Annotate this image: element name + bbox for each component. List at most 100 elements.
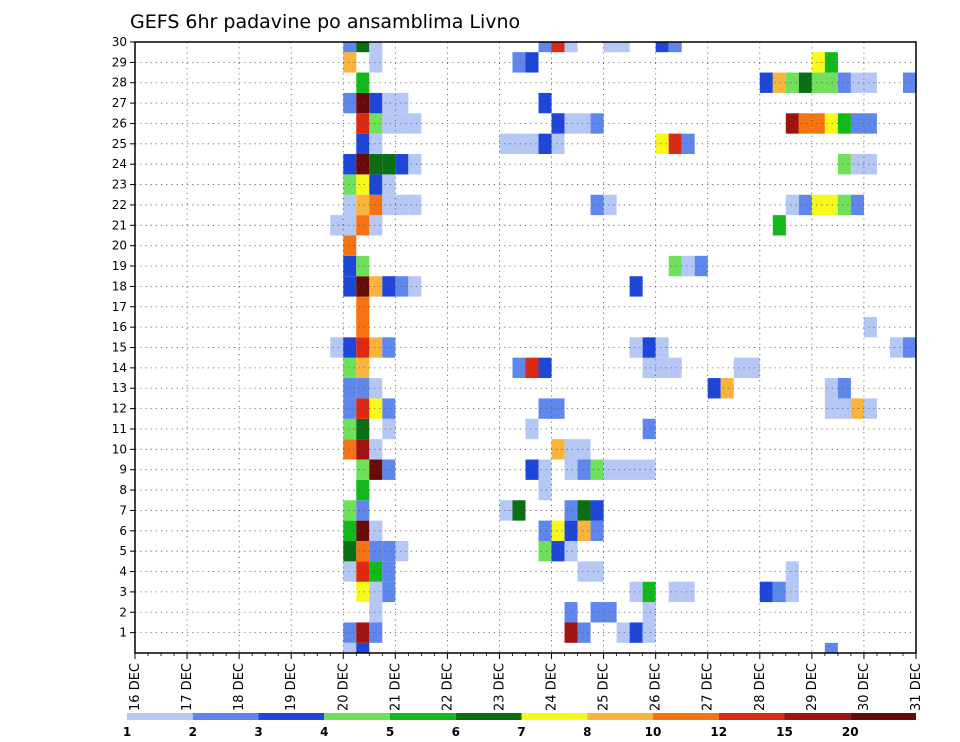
heatmap-cell (369, 215, 383, 236)
heatmap-cell (343, 337, 357, 358)
heatmap-cell (356, 378, 370, 399)
heatmap-cell (356, 154, 370, 175)
heatmap-cell (590, 500, 604, 521)
heatmap-cell (382, 174, 396, 195)
heatmap-cell (343, 378, 357, 399)
heatmap-cell (369, 113, 383, 134)
heatmap-cell (356, 92, 370, 114)
heatmap-cell (369, 194, 383, 216)
heatmap-cell (850, 398, 864, 419)
y-tick-label: 24 (112, 157, 127, 171)
heatmap-cell (382, 459, 396, 480)
heatmap-cell (785, 561, 799, 582)
heatmap-cell (824, 194, 838, 216)
heatmap-cell (343, 398, 357, 419)
colorbar-label: 10 (645, 725, 662, 739)
heatmap-cell (642, 622, 656, 643)
heatmap-cell (525, 418, 539, 440)
heatmap-cell (395, 276, 409, 297)
heatmap-cell (356, 276, 370, 297)
heatmap-cell (369, 133, 383, 155)
colorbar-swatch (653, 713, 719, 720)
colorbar-label: 7 (517, 725, 525, 739)
x-tick-label: 25 DEC (597, 663, 612, 711)
y-tick-label: 2 (119, 605, 127, 619)
heatmap-cell (863, 316, 877, 338)
y-tick-label: 3 (119, 585, 127, 599)
heatmap-cell (850, 154, 864, 175)
heatmap-cell (863, 113, 877, 134)
heatmap-cell (343, 622, 357, 643)
heatmap-cell (382, 418, 396, 440)
heatmap-cell (369, 561, 383, 582)
heatmap-cell (837, 113, 851, 134)
y-tick-label: 8 (119, 483, 127, 497)
heatmap-cell (356, 296, 370, 317)
heatmap-cell (356, 479, 370, 501)
heatmap-cell (356, 42, 370, 53)
heatmap-cell (382, 276, 396, 297)
heatmap-cell (668, 357, 682, 379)
heatmap-cell (681, 581, 695, 603)
x-tick-label: 27 DEC (701, 663, 716, 711)
y-tick-label: 26 (112, 116, 127, 130)
y-tick-label: 10 (112, 442, 127, 456)
heatmap-cell (382, 337, 396, 358)
colorbar-swatch (850, 713, 916, 720)
heatmap-cell (356, 642, 370, 653)
heatmap-cell (629, 276, 643, 297)
heatmap-cell (772, 72, 786, 93)
colorbar-swatch (127, 713, 193, 720)
heatmap-cell (551, 398, 565, 419)
heatmap-cell (343, 500, 357, 521)
heatmap-cell (785, 194, 799, 216)
colorbar-label: 2 (189, 725, 197, 739)
heatmap-cell (785, 581, 799, 603)
heatmap-cell (369, 337, 383, 358)
heatmap-cell (616, 42, 630, 53)
x-tick-label: 18 DEC (232, 663, 247, 711)
colorbar-swatch (258, 713, 325, 720)
x-axis-ticks: 16 DEC 17 DEC 18 DEC 19 DEC 20 DEC 21 DEC 22 D… (128, 653, 924, 711)
heatmap-cell (668, 42, 682, 53)
heatmap-cell (356, 316, 370, 338)
y-tick-label: 19 (112, 259, 127, 273)
heatmap-cell (369, 276, 383, 297)
heatmap-cell (356, 357, 370, 379)
colorbar-legend: 1 2 3 4 5 6 7 8 10 12 15 20 (123, 713, 916, 739)
heatmap-cell (408, 276, 422, 297)
heatmap-cell (655, 357, 669, 379)
heatmap-cell (369, 52, 383, 73)
heatmap-cell (343, 174, 357, 195)
heatmap-cell (551, 133, 565, 155)
heatmap-cell (343, 255, 357, 277)
colorbar-label: 15 (776, 725, 793, 739)
heatmap-cell (564, 602, 578, 623)
heatmap-cell (850, 194, 864, 216)
colorbar-label: 3 (254, 725, 262, 739)
heatmap-cell (837, 398, 851, 419)
heatmap-cell (629, 337, 643, 358)
heatmap-cell (382, 154, 396, 175)
y-tick-label: 15 (112, 341, 127, 355)
heatmap-cell (824, 52, 838, 73)
x-tick-label: 21 DEC (388, 663, 403, 711)
heatmap-cell (343, 418, 357, 440)
y-tick-label: 9 (119, 463, 127, 477)
x-tick-label: 20 DEC (336, 663, 351, 711)
heatmap-cell (356, 194, 370, 216)
heatmap-cell (369, 42, 383, 53)
heatmap-cell (551, 42, 565, 53)
heatmap-cell (824, 113, 838, 134)
x-tick-label: 28 DEC (753, 663, 768, 711)
heatmap-cell (616, 622, 630, 643)
heatmap-cell (343, 357, 357, 379)
heatmap-cell (369, 154, 383, 175)
heatmap-cell (564, 520, 578, 541)
heatmap-cell (343, 540, 357, 562)
heatmap-cell (395, 194, 409, 216)
heatmap-cell (798, 194, 812, 216)
heatmap-cell (668, 581, 682, 603)
x-tick-label: 23 DEC (492, 663, 507, 711)
